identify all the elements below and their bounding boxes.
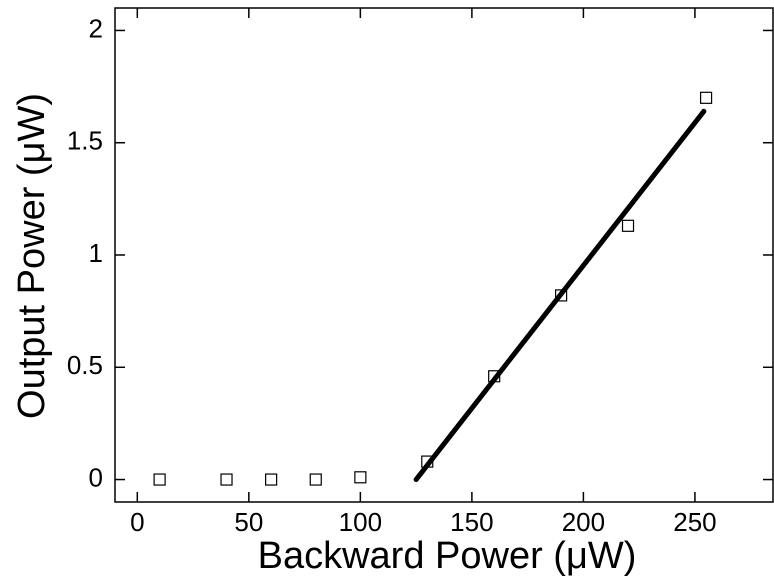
plot-frame: [114, 7, 774, 503]
y-axis-label: Output Power (μW): [11, 93, 53, 419]
y-tick-label: 1.5: [67, 126, 103, 156]
y-tick-label: 0.5: [67, 350, 103, 380]
y-tick-label: 0: [89, 462, 103, 492]
x-tick-label: 50: [234, 507, 263, 537]
x-tick-label: 200: [562, 507, 605, 537]
data-point: [621, 219, 635, 232]
y-tick-label: 2: [89, 13, 103, 43]
data-point: [555, 289, 568, 302]
x-tick-label: 100: [339, 507, 382, 537]
data-point: [699, 91, 713, 104]
y-tick-label: 1: [89, 238, 103, 268]
data-point: [309, 473, 322, 486]
x-tick-label: 250: [673, 507, 716, 537]
data-point: [265, 473, 278, 486]
data-point: [220, 473, 233, 486]
data-point: [153, 473, 166, 486]
x-tick-label: 0: [130, 507, 144, 537]
data-point: [354, 471, 367, 484]
x-tick-label: 150: [450, 507, 493, 537]
x-axis-label: Backward Power (μW): [258, 535, 637, 577]
fit-line: [413, 108, 707, 483]
